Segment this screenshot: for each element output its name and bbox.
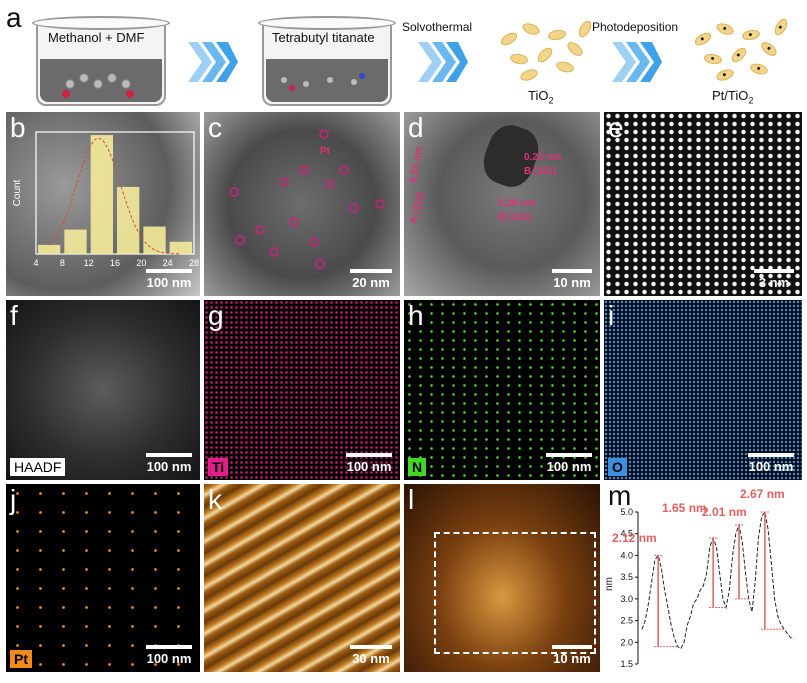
panel-label-l: l	[408, 484, 415, 515]
histogram-bar	[117, 186, 140, 254]
panel-label-c: c	[208, 112, 222, 143]
profile-y-tick: 1.5	[620, 659, 633, 669]
scale-bar: 100 nm	[748, 453, 794, 474]
panel-label-e: e	[608, 112, 624, 143]
ti-label: Ti	[208, 458, 229, 476]
tio2-label: TiO2	[528, 88, 554, 106]
scale-bar: 30 nm	[350, 645, 392, 666]
arrow-chevron-icon	[418, 42, 468, 82]
d-annotation-b2: B (121)	[498, 212, 532, 223]
histogram-x-tick: 12	[84, 258, 94, 268]
scale-bar: 20 nm	[350, 269, 392, 290]
pt-particles	[229, 129, 385, 269]
panel-label-f: f	[10, 300, 18, 331]
panel-e-haadf-lattice: 3 nm	[604, 112, 802, 296]
panel-d-hrtem: 0.23 nm A (112) 0.28 nm B (121) 0.23 nm …	[404, 112, 600, 296]
molecule-icon	[62, 73, 134, 98]
selection-box	[434, 532, 596, 654]
photodeposition-label: Photodeposition	[592, 20, 679, 34]
panel-g-ti-map: Ti 100 nm	[204, 300, 400, 480]
histogram-x-tick: 28	[189, 258, 199, 268]
molecule-icon	[281, 73, 365, 91]
pt-annotation: Pt	[320, 146, 330, 157]
panel-label-i: i	[608, 300, 615, 331]
d-annotation-b1: 0.28 nm	[498, 198, 536, 209]
panel-label-d: d	[408, 112, 424, 143]
profile-y-tick: 3.0	[620, 594, 633, 604]
beaker-1	[32, 16, 170, 106]
arrow-chevron-icon	[612, 42, 662, 82]
o-label: O	[608, 458, 627, 476]
d-annotation-a2: A (112)	[408, 190, 428, 225]
pt-tio2-label: Pt/TiO2	[712, 88, 754, 106]
profile-y-tick: 2.0	[620, 637, 633, 647]
histogram-x-tick: 16	[110, 258, 120, 268]
panel-label-j: j	[10, 484, 17, 515]
panel-f-haadf: HAADF 100 nm	[6, 300, 200, 480]
d-annotation-c1: 0.23 nm	[524, 152, 562, 163]
histogram-x-tick: 24	[163, 258, 173, 268]
pt-label: Pt	[10, 650, 32, 668]
scale-bar: 100 nm	[146, 645, 192, 666]
profile-y-tick: 4.0	[620, 550, 633, 560]
peak-height-label: 2.12 nm	[612, 531, 657, 545]
scale-bar: 10 nm	[552, 645, 592, 666]
panel-c-hrtem: Pt 20 nm	[204, 112, 400, 296]
histogram-x-tick: 8	[60, 258, 65, 268]
profile-y-tick: 2.5	[620, 616, 633, 626]
scale-bar: 10 nm	[552, 269, 592, 290]
beaker-1-label: Methanol + DMF	[48, 30, 145, 45]
histogram-y-label: Count	[12, 179, 23, 206]
peak-height-label: 1.65 nm	[662, 501, 707, 515]
panel-k-afm: 30 nm	[204, 484, 400, 672]
haadf-label: HAADF	[10, 458, 66, 476]
beaker-2-label: Tetrabutyl titanate	[272, 30, 375, 45]
n-label: N	[408, 458, 427, 476]
panel-i-o-map: O 100 nm	[604, 300, 802, 480]
profile-line	[641, 510, 794, 650]
panel-label-g: g	[208, 300, 224, 331]
panel-l-afm-zoom: 10 nm	[404, 484, 600, 672]
size-histogram: 4 8 12 16 20 24 28 Count	[12, 131, 199, 268]
scale-bar: 100 nm	[146, 453, 192, 474]
scale-bar: 100 nm	[146, 269, 192, 290]
histogram-x-tick: 20	[136, 258, 146, 268]
panel-label-b: b	[10, 112, 26, 143]
panel-b-tem: 4 8 12 16 20 24 28 Count 100 nm	[6, 112, 200, 296]
histogram-bar	[169, 241, 192, 254]
d-annotation-c2: B (111)	[524, 166, 557, 177]
histogram-x-tick: 4	[33, 258, 38, 268]
arrow-chevron-icon	[188, 42, 238, 82]
panel-label-m: m	[608, 480, 632, 511]
beaker-2	[258, 16, 396, 106]
histogram-fit-curve	[48, 137, 181, 255]
solvothermal-label: Solvothermal	[402, 20, 473, 34]
profile-y-tick: 3.5	[620, 572, 633, 582]
histogram-bar	[64, 229, 87, 254]
profile-y-tick: 4.5	[620, 529, 633, 539]
histogram-bar	[90, 135, 113, 254]
histogram-bar	[38, 244, 61, 254]
panel-label-k: k	[208, 484, 222, 515]
d-annotation-a1: 0.23 nm	[408, 145, 426, 184]
panel-label-a: a	[6, 2, 22, 33]
panel-j-pt-map: Pt 100 nm	[6, 484, 200, 672]
height-profile-chart: 1.5 2.0 2.5 3.0 3.5 4.0 4.5 5.0 nm 2.12 nm 1.65 nm…	[604, 487, 794, 669]
panel-h-n-map: N 100 nm	[404, 300, 600, 480]
panel-m-height-profile: 1.5 2.0 2.5 3.0 3.5 4.0 4.5 5.0 nm 2.12 nm 1.65 nm…	[604, 484, 802, 672]
scale-bar: 100 nm	[346, 453, 392, 474]
scale-bar: 3 nm	[754, 269, 794, 290]
histogram-frame	[35, 131, 195, 255]
profile-y-label: nm	[604, 577, 615, 591]
histogram-bar	[143, 226, 166, 254]
panel-label-h: h	[408, 300, 424, 331]
peak-height-label: 2.01 nm	[702, 505, 747, 519]
peak-height-label: 2.67 nm	[740, 487, 785, 501]
scale-bar: 100 nm	[546, 453, 592, 474]
profile-y-tick: 5.0	[620, 507, 633, 517]
